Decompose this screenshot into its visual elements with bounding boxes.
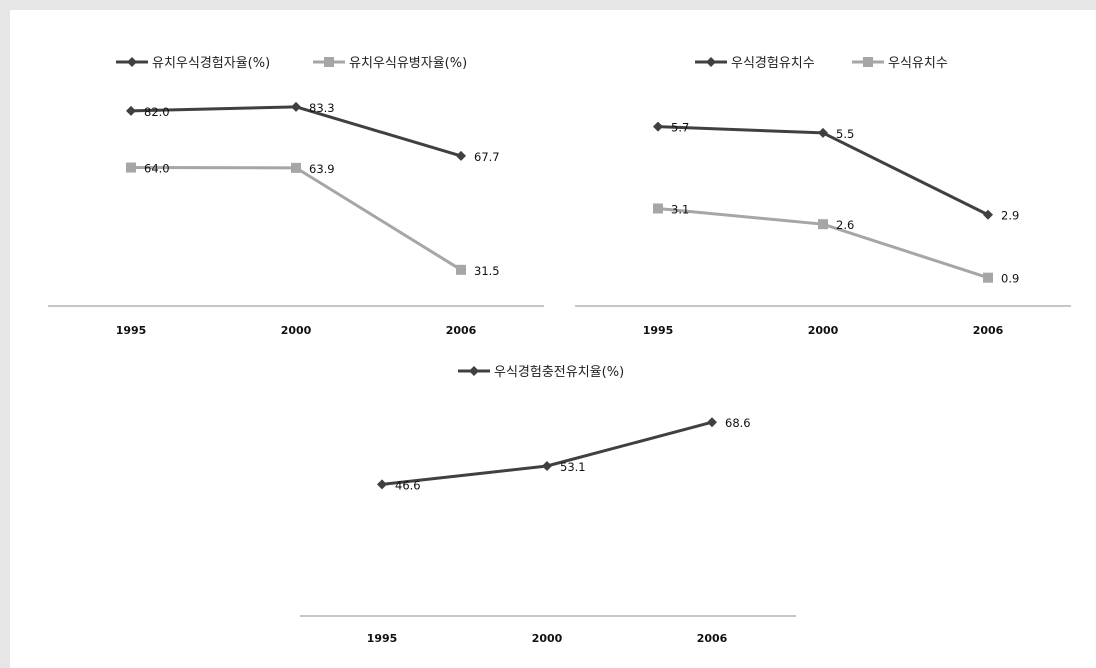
data-label: 5.7 [671, 121, 689, 135]
data-point-marker [653, 203, 663, 214]
x-tick-label: 1995 [367, 632, 398, 645]
legend-marker [127, 57, 137, 67]
chart-panel-2: 1995 2000 2006 5.7 5.5 2.9 우식경험유치수 3.1 2.6 0.9 우식유… [575, 56, 1071, 337]
data-point-marker [707, 417, 717, 428]
data-point-marker [818, 219, 828, 230]
data-point-marker [291, 101, 301, 112]
data-label: 31.5 [474, 264, 500, 278]
data-point-marker [542, 460, 552, 471]
data-label: 83.3 [309, 101, 335, 115]
data-label: 3.1 [671, 202, 689, 216]
data-point-marker [818, 127, 828, 138]
data-label: 64.0 [144, 162, 170, 176]
legend-entry: 유치우식경험자율(%) [116, 56, 270, 71]
legend-label: 우식경험유치수 [731, 56, 815, 71]
x-tick-label: 2000 [281, 324, 312, 337]
data-point-marker [126, 162, 136, 173]
x-tick-label: 2000 [808, 324, 839, 337]
series-line [381, 420, 713, 486]
legend-marker [324, 57, 334, 67]
x-tick-label: 2006 [446, 324, 477, 337]
charts-canvas: 1995 2000 2006 82.0 83.3 67.7 유치우식경험자율(%) 64.0 6… [48, 56, 1071, 645]
data-point-marker [983, 209, 993, 220]
legend-marker [706, 57, 716, 67]
data-label: 82.0 [144, 105, 170, 119]
data-label: 0.9 [1001, 272, 1019, 286]
data-label: 2.6 [836, 218, 854, 232]
data-label: 67.7 [474, 150, 500, 164]
legend-marker [469, 366, 479, 376]
data-point-marker [653, 121, 663, 132]
legend-marker [863, 57, 873, 67]
series-line [130, 105, 462, 158]
legend-entry: 유치우식유병자율(%) [313, 56, 467, 71]
figure-frame: 1995 2000 2006 82.0 83.3 67.7 유치우식경험자율(%) 64.0 6… [10, 10, 1096, 668]
data-point-marker [126, 105, 136, 116]
data-label: 63.9 [309, 162, 335, 176]
x-tick-label: 1995 [643, 324, 674, 337]
data-point-marker [377, 479, 387, 490]
chart-panel-1: 1995 2000 2006 82.0 83.3 67.7 유치우식경험자율(%) 64.0 6… [48, 56, 544, 337]
legend-label: 유치우식경험자율(%) [152, 56, 270, 71]
data-point-marker [456, 150, 466, 161]
legend-label: 우식유치수 [888, 56, 948, 71]
legend-label: 유치우식유병자율(%) [349, 56, 467, 71]
data-point-marker [456, 264, 466, 275]
data-point-marker [983, 272, 993, 283]
series-line [657, 125, 989, 217]
data-label: 5.5 [836, 127, 854, 141]
data-label: 46.6 [395, 478, 421, 492]
x-tick-label: 2006 [697, 632, 728, 645]
x-tick-label: 1995 [116, 324, 147, 337]
data-label: 53.1 [560, 460, 586, 474]
series-line [130, 166, 462, 272]
x-tick-label: 2000 [532, 632, 563, 645]
series-line [657, 206, 989, 280]
chart-panel-3: 1995 2000 2006 46.6 53.1 68.6 우식경험충전유치율(%) [300, 365, 796, 645]
legend-entry: 우식경험충전유치율(%) [458, 365, 624, 380]
data-point-marker [291, 162, 301, 173]
data-label: 2.9 [1001, 209, 1019, 223]
x-tick-label: 2006 [973, 324, 1004, 337]
legend-label: 우식경험충전유치율(%) [494, 365, 624, 380]
data-label: 68.6 [725, 416, 751, 430]
